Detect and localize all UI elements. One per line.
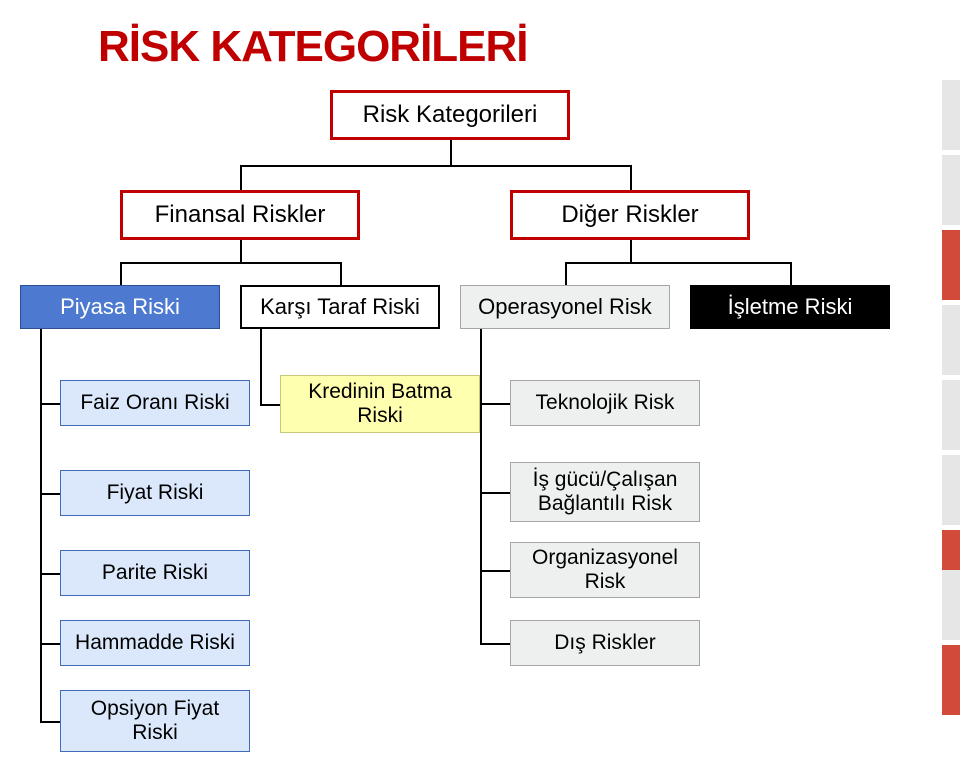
node-isletme: İşletme Riski	[690, 285, 890, 329]
sidebar-bar-4	[942, 380, 960, 450]
operasyonel-child-1: İş gücü/Çalışan Bağlantılı Risk	[510, 462, 700, 522]
piyasa-child-1: Fiyat Riski	[60, 470, 250, 516]
operasyonel-child-0: Teknolojik Risk	[510, 380, 700, 426]
node-operasyonel: Operasyonel Risk	[460, 285, 670, 329]
node-label: Kredinin Batma Riski	[287, 380, 473, 428]
piyasa-child-4: Opsiyon Fiyat Riski	[60, 690, 250, 752]
node-piyasa: Piyasa Riski	[20, 285, 220, 329]
node-label: Teknolojik Risk	[536, 391, 675, 415]
sidebar-bar-7	[942, 570, 960, 640]
node-label: Fiyat Riski	[107, 481, 204, 505]
node-karsi: Karşı Taraf Riski	[240, 285, 440, 329]
node-label: Hammadde Riski	[75, 631, 235, 655]
node-label: Diğer Riskler	[561, 201, 698, 229]
sidebar-bar-3	[942, 305, 960, 375]
node-root: Risk Kategorileri	[330, 90, 570, 140]
node-root-label: Risk Kategorileri	[363, 101, 538, 129]
node-label: Finansal Riskler	[155, 201, 326, 229]
piyasa-child-0: Faiz Oranı Riski	[60, 380, 250, 426]
node-label: Operasyonel Risk	[478, 294, 652, 319]
node-label: Parite Riski	[102, 561, 208, 585]
sidebar-bar-1	[942, 155, 960, 225]
karsi-child-0: Kredinin Batma Riski	[280, 375, 480, 433]
node-finansal: Finansal Riskler	[120, 190, 360, 240]
operasyonel-child-3: Dış Riskler	[510, 620, 700, 666]
page-title: RİSK KATEGORİLERİ	[98, 22, 528, 72]
node-label: Dış Riskler	[554, 631, 656, 655]
sidebar-bar-5	[942, 455, 960, 525]
node-label: Karşı Taraf Riski	[260, 294, 420, 319]
node-label: İşletme Riski	[728, 294, 853, 319]
piyasa-child-2: Parite Riski	[60, 550, 250, 596]
node-label: Opsiyon Fiyat Riski	[67, 697, 243, 745]
sidebar-bar-2	[942, 230, 960, 300]
node-label: Organizasyonel Risk	[517, 546, 693, 594]
node-label: İş gücü/Çalışan Bağlantılı Risk	[517, 468, 693, 516]
sidebar-bar-0	[942, 80, 960, 150]
operasyonel-child-2: Organizasyonel Risk	[510, 542, 700, 598]
node-diger: Diğer Riskler	[510, 190, 750, 240]
node-label: Faiz Oranı Riski	[80, 391, 229, 415]
sidebar-bar-8	[942, 645, 960, 715]
piyasa-child-3: Hammadde Riski	[60, 620, 250, 666]
node-label: Piyasa Riski	[60, 294, 180, 319]
